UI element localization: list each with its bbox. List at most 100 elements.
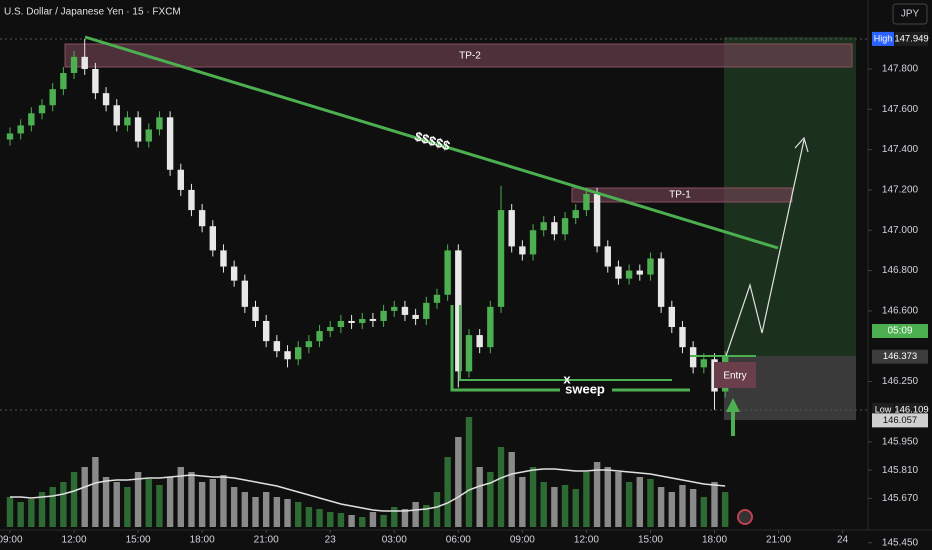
candle-body (209, 226, 217, 251)
volume-bar (38, 492, 46, 527)
sweep-label: sweep (565, 381, 605, 396)
volume-bar (455, 437, 462, 527)
volume-bar (198, 482, 206, 527)
volume-bar (220, 475, 227, 527)
volume-bar (529, 467, 537, 527)
price-badge-label: 146.057 (883, 415, 917, 426)
x-tick-label: 12:00 (574, 535, 599, 546)
volume-bar (476, 467, 483, 527)
volume-bar (636, 477, 643, 527)
volume-bar (70, 472, 78, 527)
candle-body (604, 246, 611, 267)
y-tick-label: 147.000 (882, 225, 919, 236)
x-tick-label: 06:00 (446, 535, 471, 546)
currency-box[interactable] (892, 3, 928, 25)
projection-arrowhead (794, 136, 809, 153)
volume-bar (593, 462, 601, 527)
session-icon (737, 509, 753, 525)
candle-body (476, 335, 483, 348)
volume-bar (28, 499, 35, 527)
candle-body (81, 56, 88, 69)
volume-bar (412, 502, 419, 527)
candle-body (28, 113, 35, 126)
price-tag: Low (875, 404, 892, 414)
candle-body (572, 210, 579, 219)
candle-body (124, 117, 131, 126)
volume-bar (230, 487, 238, 527)
candle-body (625, 270, 633, 279)
y-tick-label: 145.670 (882, 493, 919, 504)
x-tick-label: 21:00 (766, 535, 791, 546)
volume-bar (241, 492, 249, 527)
candle-body (70, 56, 78, 73)
candle-body (273, 341, 281, 352)
x-tick-label: 23 (325, 535, 337, 546)
candle-body (17, 125, 24, 134)
candle-body (412, 314, 419, 319)
price-badge (895, 31, 928, 46)
volume-bar (583, 472, 590, 527)
tp2-box (64, 43, 853, 68)
volume-bar (519, 477, 526, 527)
volume-bar (124, 487, 131, 527)
candle-body (369, 318, 377, 321)
candle-body (540, 222, 547, 231)
volume-bar (487, 472, 494, 527)
y-tick-label: 147.800 (882, 64, 919, 75)
candle-body (241, 280, 249, 307)
x-tick-label: 09:00 (510, 535, 535, 546)
x-tick-label: 21:00 (254, 535, 279, 546)
volume-bar (92, 457, 99, 527)
x-tick-label: 03:00 (382, 535, 407, 546)
currency[interactable]: JPY (901, 9, 920, 20)
projection-path (725, 139, 805, 357)
entry-label: Entry (723, 371, 746, 382)
volume-bar (369, 512, 377, 527)
candle-body (316, 331, 323, 342)
volume-ma-line (9, 468, 726, 512)
symbol-title: U.S. Dollar / Japanese Yen · 15 · FXCM (4, 7, 181, 18)
candle-body (433, 294, 441, 303)
candle-body (636, 270, 643, 275)
volume-bar (647, 479, 654, 527)
volume-bar (284, 499, 291, 527)
y-tick-label: 145.450 (882, 537, 919, 548)
candle-body (647, 258, 654, 275)
candle-body (561, 218, 569, 235)
x-tick-label: 15:00 (638, 535, 663, 546)
candle-body (423, 302, 430, 319)
y-tick-label: 147.600 (882, 104, 919, 115)
x-tick-label: 12:00 (62, 535, 87, 546)
candle-body (92, 68, 99, 94)
tp1-label: TP-1 (669, 190, 691, 201)
x-tick-label: 09:00 (0, 535, 23, 546)
price-badge-label: 146.109 (894, 404, 928, 415)
price-badge (872, 349, 928, 364)
volume-bar (166, 477, 174, 527)
candle-body (689, 347, 697, 368)
sweep-label-bg (560, 383, 612, 397)
candle-body (262, 320, 270, 342)
volume-bar (316, 509, 323, 527)
entry-box (714, 362, 756, 388)
volume-bar (433, 492, 441, 527)
volume-bar (145, 479, 152, 527)
volume-bar (262, 492, 270, 527)
volume-bar (134, 472, 142, 527)
y-tick-label: 147.400 (882, 144, 919, 155)
volume-bar (423, 505, 430, 527)
volume-bar (17, 502, 24, 527)
volume-bar (700, 497, 708, 527)
candle-body (700, 359, 708, 368)
candle-body (391, 306, 398, 311)
price-badge (872, 413, 928, 428)
y-tick-label: 146.600 (882, 306, 919, 317)
volume-bar (465, 417, 473, 527)
candle-body (230, 266, 238, 281)
volume-bar (561, 485, 569, 527)
volume-bar (177, 467, 184, 527)
volume-bar (497, 447, 505, 527)
x-tick-label: 18:00 (702, 535, 727, 546)
candle-body (519, 246, 526, 255)
drawings (0, 37, 868, 420)
